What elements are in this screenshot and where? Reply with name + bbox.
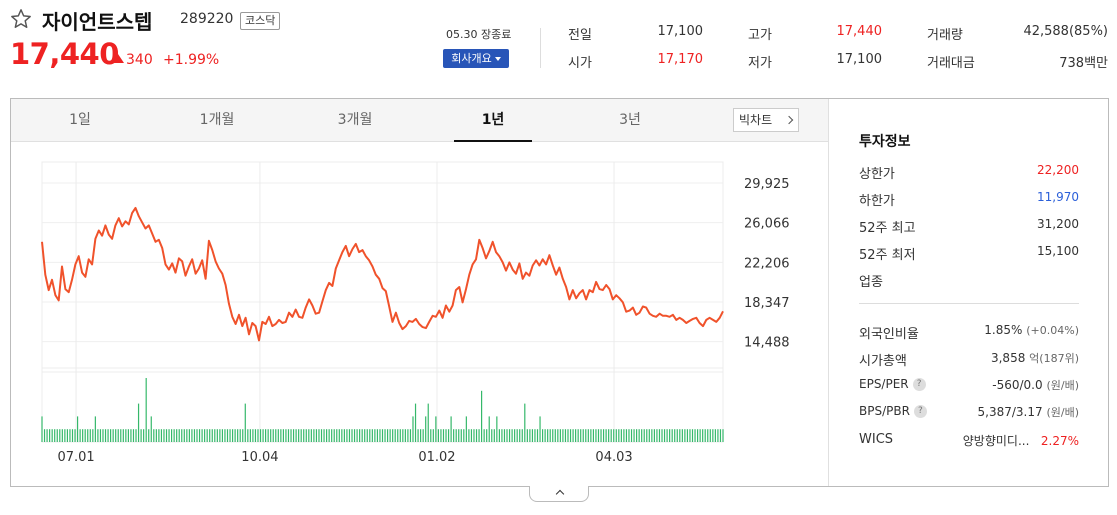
up-triangle-icon xyxy=(112,54,124,63)
help-icon[interactable]: ? xyxy=(913,405,927,418)
market-cap-value: 3,858 억(187위) xyxy=(991,350,1079,366)
header-divider xyxy=(540,28,541,68)
bps-pbr-unit: (원/배) xyxy=(1046,406,1079,419)
eps-per: -560/0.0 xyxy=(992,378,1043,392)
current-price: 17,440 xyxy=(10,37,119,71)
wics-change: 2.27% xyxy=(1040,434,1079,448)
wics-value[interactable]: 양방향미디... 2.27% xyxy=(963,432,1079,449)
y-tick-label: 22,206 xyxy=(744,256,790,271)
volume-value: 42,588(85%) xyxy=(1023,24,1108,39)
x-tick-label: 10.04 xyxy=(241,450,278,465)
eps-per-value: -560/0.0 (원/배) xyxy=(992,377,1079,393)
market-cap-unit: 억 xyxy=(1029,352,1040,365)
price-change: 340 xyxy=(126,52,153,68)
tab-label: 1일 xyxy=(69,112,91,128)
high-label: 고가 xyxy=(748,28,772,43)
chevron-up-icon xyxy=(555,489,565,499)
x-tick-label: 04.03 xyxy=(595,450,632,465)
market-cap-label: 시가총액 xyxy=(859,354,907,369)
tab-label: 1개월 xyxy=(199,112,235,128)
x-tick-label: 01.02 xyxy=(418,450,455,465)
wics-label: WICS xyxy=(859,432,894,447)
upper-limit-value: 22,200 xyxy=(1037,163,1079,177)
bps-pbr-text: BPS/PBR xyxy=(859,404,910,418)
eps-per-unit: (원/배) xyxy=(1046,379,1079,392)
52week-high-label: 52주 최고 xyxy=(859,221,916,236)
y-tick-label: 14,488 xyxy=(744,336,790,351)
caret-down-icon xyxy=(494,57,501,61)
y-tick-label: 29,925 xyxy=(744,177,790,192)
foreign-ratio-value: 1.85% (+0.04%) xyxy=(984,323,1079,337)
tab-label: 3년 xyxy=(619,112,641,128)
52week-low-label: 52주 최저 xyxy=(859,248,916,263)
foreign-ratio: 1.85% xyxy=(984,323,1023,337)
stock-code: 289220 xyxy=(180,11,234,27)
eps-per-text: EPS/PER xyxy=(859,377,909,391)
eps-per-label: EPS/PER? xyxy=(859,377,926,391)
panel-divider xyxy=(828,99,829,486)
tab-1day[interactable]: 1일 xyxy=(41,99,119,142)
bps-pbr-value: 5,387/3.17 (원/배) xyxy=(978,404,1079,420)
lower-limit-value: 11,970 xyxy=(1037,190,1079,204)
lower-limit-label: 하한가 xyxy=(859,194,895,209)
big-chart-button[interactable]: 빅차트 xyxy=(733,108,799,132)
high-value: 17,440 xyxy=(836,24,883,39)
market-cap: 3,858 xyxy=(990,351,1026,365)
wics-industry[interactable]: 양방향미디... xyxy=(962,434,1030,448)
open-label: 시가 xyxy=(568,56,592,71)
tab-1month[interactable]: 1개월 xyxy=(178,99,256,142)
52week-high-value: 31,200 xyxy=(1037,217,1079,231)
tab-label: 3개월 xyxy=(337,112,373,128)
tab-3year[interactable]: 3년 xyxy=(591,99,669,142)
low-label: 저가 xyxy=(748,56,772,71)
collapse-button[interactable] xyxy=(529,486,589,502)
volume-label: 거래량 xyxy=(927,28,963,43)
52week-low-value: 15,100 xyxy=(1037,244,1079,258)
industry-label: 업종 xyxy=(859,275,883,290)
prev-close-label: 전일 xyxy=(568,28,592,43)
investment-info-title: 투자정보 xyxy=(859,134,911,150)
company-overview-button[interactable]: 회사개요 xyxy=(443,49,509,68)
stock-header: 자이언트스텝 289220 코스닥 17,440 340 +1.99% 05.3… xyxy=(0,0,1117,90)
market-date-status: 05.30 장종료 xyxy=(446,28,512,41)
favorite-star-icon[interactable] xyxy=(10,8,32,30)
bps-pbr-label: BPS/PBR? xyxy=(859,404,927,418)
price-change-percent: +1.99% xyxy=(163,52,220,68)
foreign-ratio-label: 외국인비율 xyxy=(859,327,919,342)
upper-limit-label: 상한가 xyxy=(859,167,895,182)
chevron-right-icon xyxy=(784,115,794,125)
period-tabs: 1일 1개월 3개월 1년 3년 빅차트 xyxy=(11,99,828,142)
tab-1year[interactable]: 1년 xyxy=(454,99,532,142)
tab-label: 1년 xyxy=(481,112,505,128)
chart-plot-frame xyxy=(41,161,724,373)
company-overview-label: 회사개요 xyxy=(451,52,492,65)
help-icon[interactable]: ? xyxy=(912,378,926,391)
open-value: 17,170 xyxy=(657,52,704,67)
y-tick-label: 18,347 xyxy=(744,296,790,311)
stock-name: 자이언트스텝 xyxy=(42,10,153,34)
info-separator xyxy=(859,303,1079,304)
market-badge: 코스닥 xyxy=(240,12,281,30)
y-tick-label: 26,066 xyxy=(744,217,790,232)
big-chart-label: 빅차트 xyxy=(739,113,773,127)
price-chart[interactable]: 29,925 26,066 22,206 18,347 14,488 07.01 10.04… xyxy=(11,142,828,486)
tab-3month[interactable]: 3개월 xyxy=(316,99,394,142)
x-tick-label: 07.01 xyxy=(57,450,94,465)
chart-panel: 1일 1개월 3개월 1년 3년 빅차트 29,925 26,066 22,206 1… xyxy=(10,98,1109,487)
low-value: 17,100 xyxy=(836,52,883,67)
bps-pbr: 5,387/3.17 xyxy=(977,405,1043,419)
prev-close-value: 17,100 xyxy=(657,24,704,39)
amount-label: 거래대금 xyxy=(927,56,975,71)
market-cap-rank: (187위) xyxy=(1039,352,1079,365)
price-series-line xyxy=(41,206,724,342)
foreign-ratio-change: (+0.04%) xyxy=(1026,324,1079,337)
amount-value: 738백만 xyxy=(1059,56,1108,71)
